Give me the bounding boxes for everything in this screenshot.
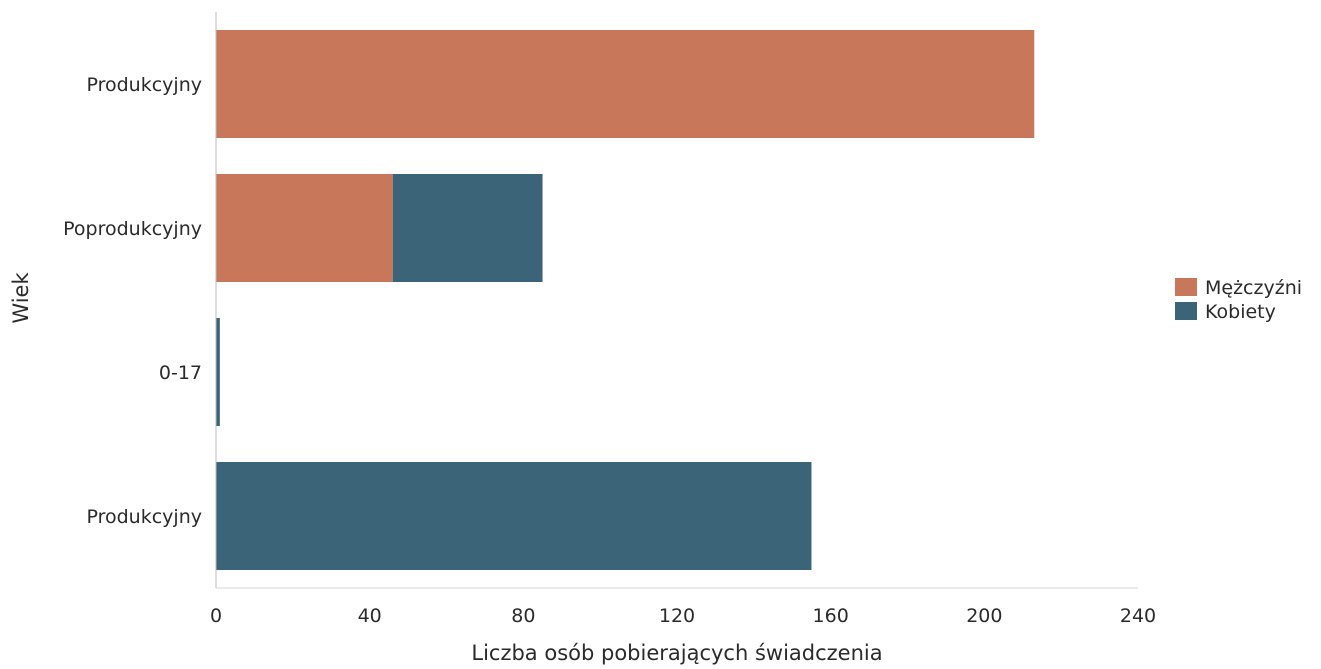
bar-mezczyzni-row-1 xyxy=(216,30,1035,138)
x-tick-label: 160 xyxy=(813,605,849,627)
legend-label: Kobiety xyxy=(1205,301,1276,323)
y-tick-label: Produkcyjny xyxy=(86,506,202,528)
x-tick-label: 80 xyxy=(511,605,535,627)
y-axis-title: Wiek xyxy=(9,272,33,324)
bars-group xyxy=(216,30,1035,570)
x-axis-title: Liczba osób pobierających świadczenia xyxy=(471,641,882,665)
x-tick-label: 200 xyxy=(966,605,1002,627)
bar-kobiety-row-2 xyxy=(392,174,543,282)
legend-swatch xyxy=(1175,278,1197,296)
y-tick-label: 0-17 xyxy=(159,362,202,384)
x-tick-label: 240 xyxy=(1120,605,1156,627)
y-axis-ticks: Produkcyjny Poprodukcyjny 0-17 Produkcyjny xyxy=(63,74,202,528)
x-tick-label: 0 xyxy=(210,605,222,627)
bar-kobiety-row-3 xyxy=(216,318,220,426)
bar-kobiety-row-4 xyxy=(216,462,812,570)
bar-mezczyzni-row-2 xyxy=(216,174,393,282)
legend-swatch xyxy=(1175,302,1197,320)
y-tick-label: Poprodukcyjny xyxy=(63,218,202,240)
x-axis-ticks: 0 40 80 120 160 200 240 xyxy=(210,605,1156,627)
x-tick-label: 120 xyxy=(659,605,695,627)
legend-label: Mężczyźni xyxy=(1205,277,1302,299)
y-tick-label: Produkcyjny xyxy=(86,74,202,96)
x-tick-label: 40 xyxy=(358,605,382,627)
